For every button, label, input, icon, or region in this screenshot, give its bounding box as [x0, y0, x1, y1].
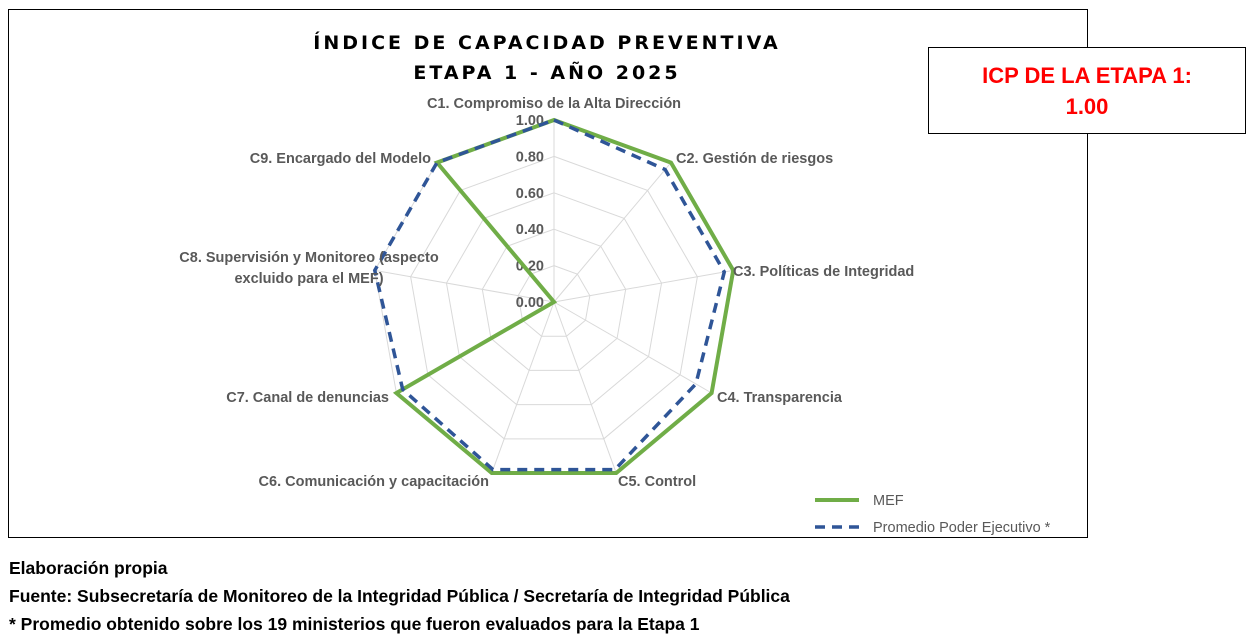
category-label-c9: C9. Encargado del Modelo [250, 151, 431, 167]
footer-elaboracion: Elaboración propia [9, 558, 168, 578]
grid-spoke-2 [553, 162, 672, 303]
radar-chart: ÍNDICE DE CAPACIDAD PREVENTIVA ETAPA 1 -… [179, 31, 1051, 536]
grid-ring-3 [445, 192, 663, 406]
category-label-c5: C5. Control [618, 474, 696, 490]
chart-title-line-1: ÍNDICE DE CAPACIDAD PREVENTIVA [313, 31, 780, 54]
footer-notes: Elaboración propia Fuente: Subsecretaría… [9, 554, 790, 638]
legend: MEF Promedio Poder Ejecutivo * [815, 493, 1051, 536]
grid-spoke-3 [553, 269, 734, 303]
category-label-c1: C1. Compromiso de la Alta Dirección [427, 96, 681, 112]
footer-nota-promedio: * Promedio obtenido sobre los 19 ministe… [9, 614, 700, 634]
grid-ring-2 [481, 228, 627, 371]
chart-title-line-2: ETAPA 1 - AÑO 2025 [413, 60, 680, 84]
tick-label-4: 0.80 [516, 149, 544, 165]
legend-label-mef: MEF [873, 493, 904, 509]
tick-label-2: 0.40 [516, 222, 544, 238]
series-mef [392, 117, 736, 476]
grid-spoke-5 [553, 301, 617, 474]
category-label-c8: C8. Supervisión y Monitoreo (aspecto excl… [179, 250, 439, 287]
legend-label-promedio: Promedio Poder Ejecutivo * [873, 520, 1051, 536]
grid-ring-4 [410, 155, 698, 440]
icp-value: 1.00 [1065, 93, 1109, 119]
icp-label: ICP DE LA ETAPA 1: [982, 62, 1192, 88]
grid-ring-1 [517, 265, 591, 337]
category-label-c6: C6. Comunicación y capacitación [259, 474, 489, 490]
tick-label-3: 0.60 [516, 186, 544, 202]
category-label-c2: C2. Gestión de riesgos [676, 151, 833, 167]
radar-axis-ticks: 0.000.200.400.600.801.00 [516, 113, 544, 311]
grid-spoke-8 [374, 269, 555, 303]
series-promedio-poder-ejecutivo [372, 118, 727, 472]
radar-series [372, 117, 736, 476]
tick-label-0: 0.00 [516, 295, 544, 311]
grid-spoke-4 [553, 301, 712, 394]
footer-fuente: Fuente: Subsecretaría de Monitoreo de la… [9, 586, 790, 606]
grid-spoke-6 [491, 301, 555, 474]
category-label-c7: C7. Canal de denuncias [226, 390, 389, 406]
category-label-c4: C4. Transparencia [717, 390, 843, 406]
chart-frame: ÍNDICE DE CAPACIDAD PREVENTIVA ETAPA 1 -… [8, 9, 1088, 538]
radar-category-labels: C1. Compromiso de la Alta Dirección C2. G… [179, 96, 914, 490]
category-label-c3: C3. Políticas de Integridad [733, 264, 914, 280]
icp-summary-box: ICP DE LA ETAPA 1: 1.00 [928, 47, 1246, 134]
